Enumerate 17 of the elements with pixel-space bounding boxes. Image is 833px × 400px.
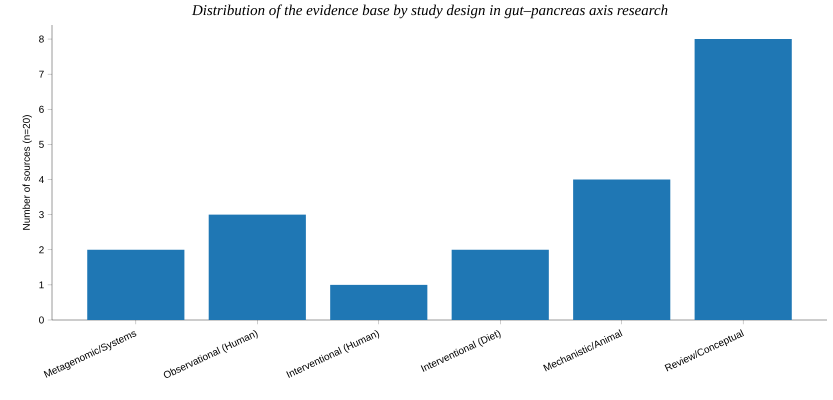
chart-title: Distribution of the evidence base by study design in gut–pancreas axis research [192,4,668,18]
y-tick-label: 0 [39,316,44,324]
y-tick-label: 1 [39,281,44,288]
bar [573,180,670,320]
bar [694,39,792,320]
bar [208,214,306,320]
y-tick-label: 8 [39,36,44,43]
y-axis-title: Number of sources (n=20) [22,115,32,230]
bar [87,250,184,320]
y-tick-label: 4 [38,176,44,183]
y-tick-label: 7 [39,70,44,78]
y-tick-label: 3 [39,211,44,218]
y-tick-label: 6 [39,106,44,113]
bar [452,250,549,320]
bar [330,284,428,320]
y-tick-label: 5 [39,140,44,148]
y-tick-label: 2 [39,246,44,254]
